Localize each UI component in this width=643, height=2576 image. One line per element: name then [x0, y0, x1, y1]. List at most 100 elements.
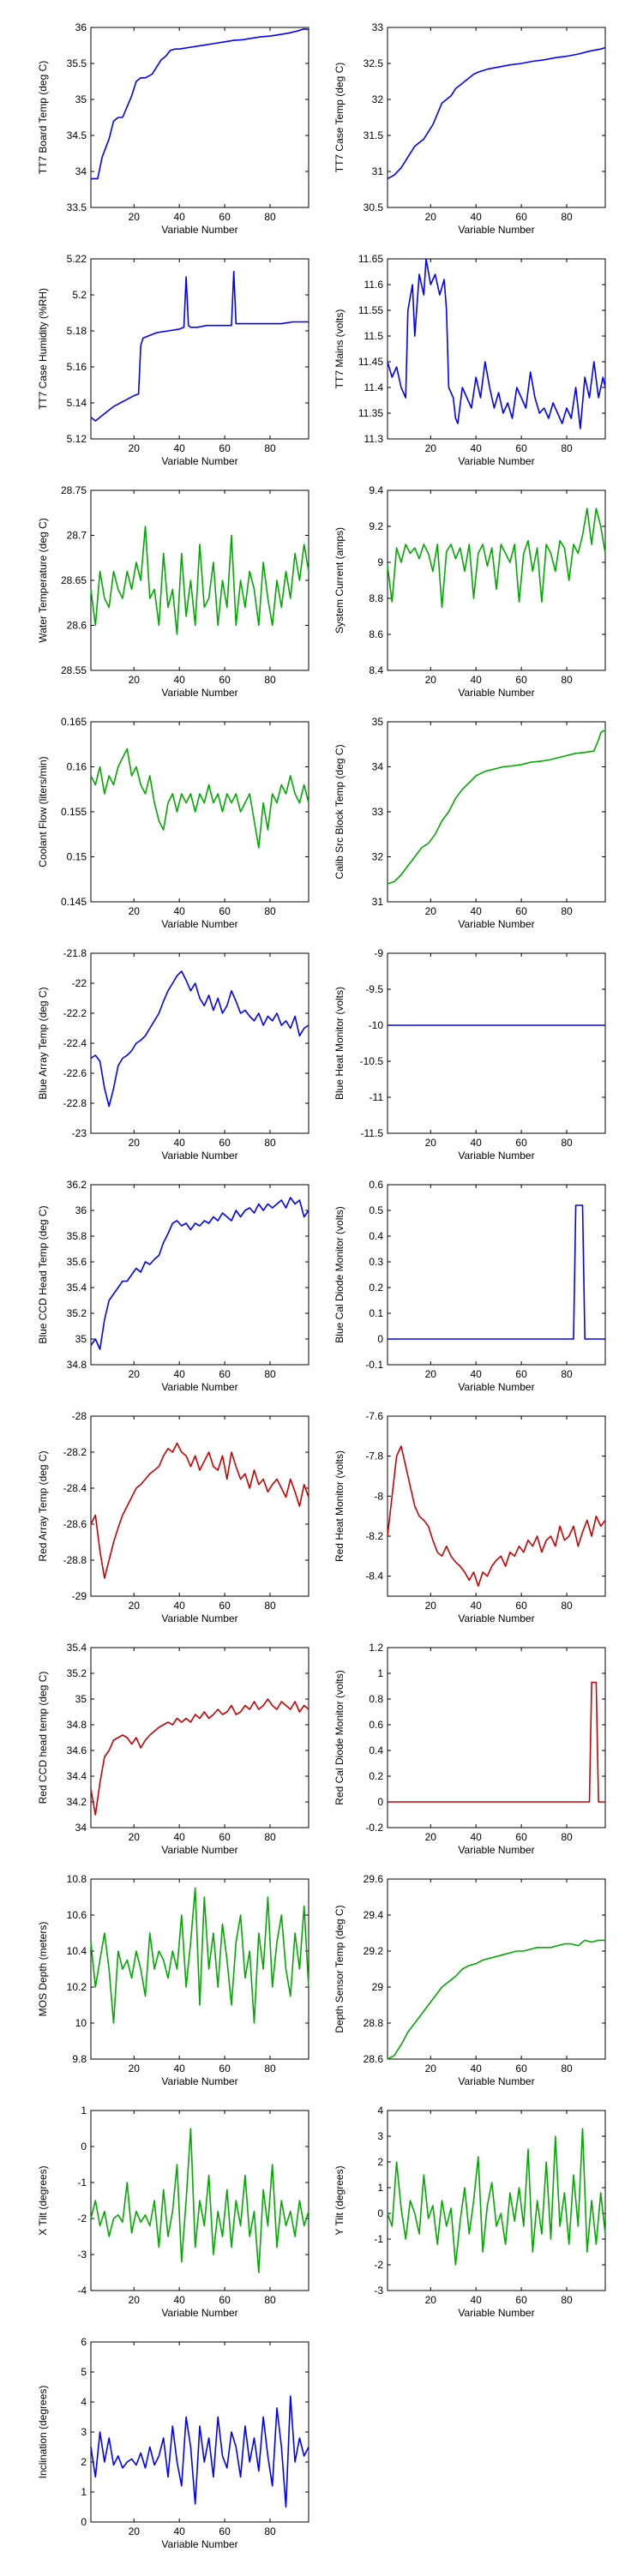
series-line: [90, 1197, 309, 1350]
x-tick-label: 60: [219, 674, 231, 686]
axes-frame: [90, 27, 309, 208]
subplot: 20 40 60 80 28.55 28.6 28.65 28.7 28.75 Variable …: [37, 484, 309, 699]
y-axis-label: MOS Depth (meters): [37, 1922, 49, 2017]
x-tick-label: 60: [219, 211, 231, 223]
y-tick-label: 28.8: [364, 2017, 384, 2029]
y-tick-label: 5.14: [67, 397, 87, 409]
x-tick-label: 60: [219, 905, 231, 917]
y-tick-label: 0.4: [369, 1744, 383, 1756]
y-tick-label: 31: [372, 896, 384, 908]
y-tick-label: 8.4: [369, 664, 383, 676]
x-tick-label: 60: [219, 1368, 231, 1380]
subplot: 20 40 60 80 31 32 33 34 35 Variable Number Calib S…: [334, 716, 606, 930]
y-tick-label: 9.2: [369, 520, 383, 532]
axes-frame: [387, 1647, 606, 1828]
x-tick-label: 60: [219, 1831, 231, 1843]
y-axis-label: Depth Sensor Temp (deg C): [334, 1905, 346, 2033]
x-axis-label: Variable Number: [161, 1612, 237, 1624]
x-tick-label: 80: [561, 1368, 573, 1380]
x-tick-label: 40: [174, 1831, 186, 1843]
y-tick-label: -29: [72, 1590, 87, 1602]
y-tick-label: 1: [377, 2182, 383, 2194]
x-tick-label: 80: [561, 674, 573, 686]
x-tick-label: 40: [471, 2063, 483, 2075]
x-tick-label: 60: [219, 2063, 231, 2075]
y-tick-label: 11.3: [364, 433, 384, 445]
x-tick-label: 60: [515, 2063, 527, 2075]
x-tick-label: 80: [264, 1831, 276, 1843]
y-tick-label: -7.6: [365, 1410, 383, 1422]
y-tick-label: 29.2: [364, 1945, 384, 1957]
x-axis-label: Variable Number: [161, 455, 237, 467]
y-tick-label: 0.5: [369, 1204, 383, 1216]
y-tick-label: 4: [81, 2396, 87, 2408]
y-tick-label: 28.75: [61, 484, 87, 496]
axes-frame: [90, 1878, 309, 2060]
x-tick-label: 40: [471, 442, 483, 454]
series-line: [90, 1442, 309, 1579]
series-line: [387, 1939, 605, 2060]
x-tick-label: 60: [515, 1368, 527, 1380]
x-axis-label: Variable Number: [458, 2075, 534, 2087]
x-axis-label: Variable Number: [458, 687, 534, 699]
y-tick-label: 5.12: [67, 433, 87, 445]
axes-frame: [387, 952, 606, 1134]
x-tick-label: 60: [515, 442, 527, 454]
series-line: [90, 1887, 309, 2024]
x-tick-label: 60: [515, 905, 527, 917]
x-tick-label: 20: [129, 211, 141, 223]
subplot: 20 40 60 80 -4 -3 -2 -1 0 1 Variable Number X Tilt …: [37, 2105, 309, 2319]
y-tick-label: 0.16: [67, 761, 87, 773]
x-tick-label: 20: [129, 1600, 141, 1612]
x-axis-label: Variable Number: [161, 1150, 237, 1162]
y-tick-label: 28.65: [61, 574, 87, 586]
x-tick-label: 80: [561, 2063, 573, 2075]
x-tick-label: 20: [425, 1368, 437, 1380]
x-tick-label: 80: [264, 1600, 276, 1612]
x-tick-label: 20: [129, 2525, 141, 2537]
y-tick-label: -3: [374, 2285, 383, 2297]
y-tick-label: 36: [75, 21, 87, 33]
axes-frame: [387, 1415, 606, 1597]
y-tick-label: -22: [72, 977, 87, 989]
y-tick-label: 0.165: [61, 716, 87, 728]
series-line: [90, 2128, 309, 2273]
axes-frame: [387, 1184, 606, 1366]
x-axis-label: Variable Number: [458, 455, 534, 467]
y-axis-label: Red Heat Monitor (volts): [334, 1450, 346, 1562]
x-tick-label: 40: [174, 211, 186, 223]
y-tick-label: 0.3: [369, 1256, 383, 1268]
x-tick-label: 60: [219, 2525, 231, 2537]
x-tick-label: 60: [219, 442, 231, 454]
y-tick-label: 0.1: [369, 1307, 383, 1319]
y-tick-label: 35: [75, 1693, 87, 1705]
y-tick-label: 29.6: [364, 1873, 384, 1885]
x-axis-label: Variable Number: [458, 918, 534, 930]
y-tick-label: 35.2: [67, 1307, 87, 1319]
y-axis-label: TT7 Case Humidity (%RH): [37, 288, 49, 410]
subplot: 20 40 60 80 0.145 0.15 0.155 0.16 0.165 Variable …: [37, 716, 309, 930]
y-tick-label: 2: [377, 2156, 383, 2168]
y-tick-label: 28.55: [61, 664, 87, 676]
subplot: 20 40 60 80 -11.5 -11 -10.5 -10 -9.5 -9 Variable N…: [334, 947, 606, 1162]
y-tick-label: 35.8: [67, 1230, 87, 1242]
y-tick-label: 35.5: [67, 57, 87, 69]
x-axis-label: Variable Number: [458, 1381, 534, 1393]
y-axis-label: Blue Array Temp (deg C): [37, 987, 49, 1099]
y-tick-label: 0.15: [67, 851, 87, 863]
x-axis-label: Variable Number: [458, 2307, 534, 2319]
subplot: 20 40 60 80 34 34.2 34.4 34.6 34.8 35 35.2 35.4 Vari…: [37, 1642, 309, 1856]
x-tick-label: 20: [129, 2063, 141, 2075]
x-axis-label: Variable Number: [458, 1844, 534, 1856]
y-tick-label: 30.5: [364, 201, 384, 213]
y-tick-label: 35: [75, 1333, 87, 1345]
y-tick-label: -22.4: [63, 1037, 87, 1049]
x-tick-label: 60: [219, 1600, 231, 1612]
y-tick-label: 35.6: [67, 1256, 87, 1268]
series-line: [387, 2128, 606, 2266]
x-tick-label: 80: [264, 1137, 276, 1149]
x-tick-label: 40: [471, 2294, 483, 2306]
y-tick-label: -28: [72, 1410, 87, 1422]
x-tick-label: 60: [515, 674, 527, 686]
